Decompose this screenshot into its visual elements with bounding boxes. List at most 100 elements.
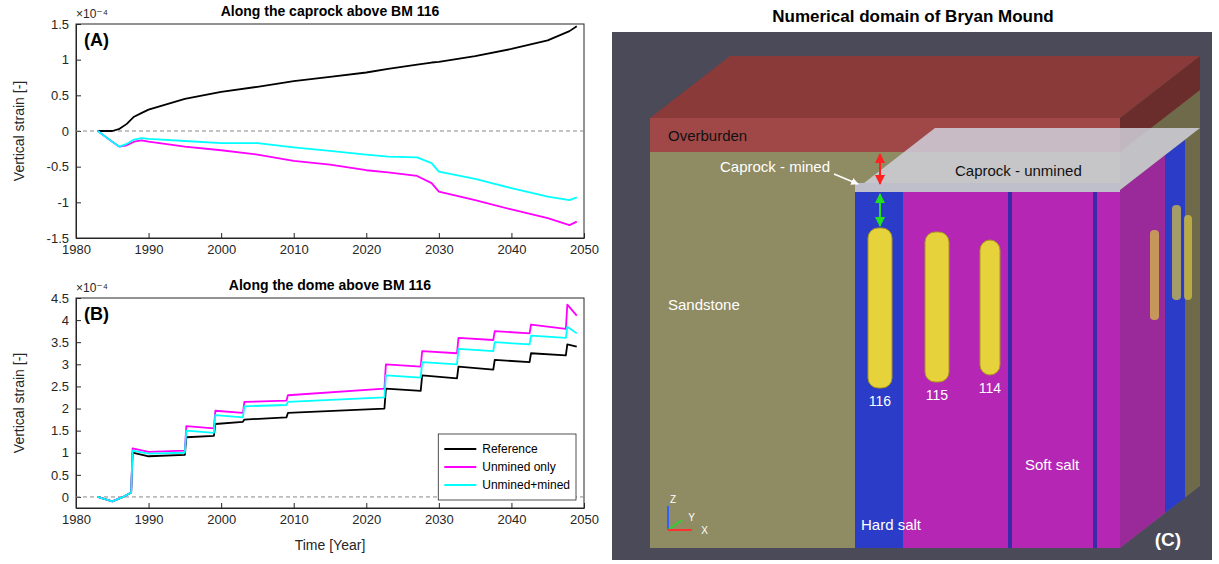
x-tick: 2030 bbox=[425, 233, 454, 257]
y-tick-mark bbox=[76, 298, 81, 299]
y-tick-label: 1.5 bbox=[51, 17, 69, 32]
x-tick: 2030 bbox=[425, 503, 454, 527]
hard-salt-side bbox=[1165, 140, 1185, 513]
cavern-label: 116 bbox=[869, 393, 892, 409]
y-tick: 1 bbox=[62, 52, 81, 67]
thickness-arrow bbox=[879, 154, 881, 184]
y-tick: 3.5 bbox=[51, 335, 81, 350]
y-axis-title: Vertical strain [-] bbox=[11, 353, 27, 453]
x-tick-label: 2010 bbox=[280, 512, 309, 527]
x-tick: 2010 bbox=[280, 503, 309, 527]
far-cavern bbox=[1184, 215, 1192, 300]
region-label: Caprock - unmined bbox=[955, 162, 1082, 179]
x-tick: 2050 bbox=[570, 503, 599, 527]
diagram-title: Numerical domain of Bryan Mound bbox=[772, 7, 1053, 26]
y-tick-label: 1 bbox=[62, 445, 69, 460]
plot-frame bbox=[76, 298, 584, 508]
legend-box bbox=[438, 434, 576, 500]
hard-salt bbox=[855, 190, 903, 548]
x-tick-mark bbox=[294, 503, 295, 508]
y-tick: -0.5 bbox=[47, 159, 81, 174]
x-tick-mark bbox=[584, 503, 585, 508]
figure: 1980 1990 2000 2010 2020 2030 2040 2050 -1.5 -1 -0… bbox=[0, 0, 1219, 564]
x-tick-label: 1980 bbox=[62, 512, 91, 527]
y-tick-label: 2 bbox=[62, 401, 69, 416]
y-tick: -1 bbox=[57, 195, 81, 210]
background bbox=[612, 32, 1212, 560]
x-tick-label: 1990 bbox=[135, 512, 164, 527]
x-tick-label: 2050 bbox=[570, 242, 599, 257]
far-cavern bbox=[1172, 205, 1181, 300]
y-tick-label: -1.5 bbox=[47, 231, 69, 246]
label-arrow bbox=[834, 174, 858, 184]
y-tick: 0.5 bbox=[51, 468, 81, 483]
legend-swatch bbox=[444, 466, 476, 468]
x-tick-mark bbox=[511, 233, 512, 238]
triad-axis bbox=[668, 529, 692, 531]
x-tick-mark bbox=[584, 233, 585, 238]
y-tick-mark bbox=[76, 24, 81, 25]
x-tick-label: 2030 bbox=[425, 242, 454, 257]
x-tick-mark bbox=[149, 233, 150, 238]
x-tick: 2000 bbox=[207, 233, 236, 257]
y-tick: 2 bbox=[62, 401, 81, 416]
y-tick: 0.5 bbox=[51, 88, 81, 103]
x-tick-mark bbox=[366, 503, 367, 508]
y-tick-mark bbox=[76, 453, 81, 454]
domain-diagram: Numerical domain of Bryan Mound116115114… bbox=[612, 7, 1212, 560]
series-line bbox=[98, 344, 577, 501]
caprock-front bbox=[855, 183, 1120, 192]
region-label: Overburden bbox=[668, 127, 747, 144]
y-tick-mark bbox=[76, 320, 81, 321]
x-tick: 1990 bbox=[135, 503, 164, 527]
y-tick: 3 bbox=[62, 357, 81, 372]
panel-label: (C) bbox=[1155, 529, 1181, 550]
plot-frame bbox=[76, 24, 584, 238]
x-tick-label: 2020 bbox=[352, 242, 381, 257]
caprock-top bbox=[855, 128, 1200, 190]
y-tick-label: 1 bbox=[62, 52, 69, 67]
y-tick-mark bbox=[76, 202, 81, 203]
legend-label: Unmined only bbox=[482, 460, 555, 474]
x-tick-mark bbox=[221, 233, 222, 238]
y-axis: -1.5 -1 -0.5 0 0.5 1 1.5 bbox=[47, 17, 81, 246]
chart-title: Along the caprock above BM 116 bbox=[221, 3, 440, 19]
y-axis-title: Vertical strain [-] bbox=[11, 81, 27, 181]
cavern bbox=[980, 240, 1000, 375]
y-tick-mark bbox=[76, 342, 81, 343]
y-tick-label: 2.5 bbox=[51, 379, 69, 394]
series-line bbox=[98, 131, 577, 225]
x-tick: 1990 bbox=[135, 233, 164, 257]
region-label: Hard salt bbox=[861, 516, 922, 533]
y-tick: 4 bbox=[62, 313, 81, 328]
triad-label: X bbox=[701, 525, 708, 536]
y-tick-label: 0 bbox=[62, 124, 69, 139]
x-tick-label: 2040 bbox=[497, 242, 526, 257]
y-tick-mark bbox=[76, 409, 81, 410]
soft-salt-side bbox=[1120, 155, 1165, 548]
y-tick-mark bbox=[76, 475, 81, 476]
x-tick-mark bbox=[221, 503, 222, 508]
y-tick: 1.5 bbox=[51, 423, 81, 438]
x-tick-label: 2030 bbox=[425, 512, 454, 527]
x-tick-label: 2000 bbox=[207, 242, 236, 257]
y-tick-label: -0.5 bbox=[47, 159, 69, 174]
y-multiplier: ×10⁻⁴ bbox=[76, 281, 108, 295]
legend-swatch bbox=[444, 484, 476, 486]
x-tick: 2040 bbox=[497, 503, 526, 527]
plot-area bbox=[76, 26, 584, 225]
y-tick-mark bbox=[76, 95, 81, 96]
y-tick-label: 4.5 bbox=[51, 291, 69, 306]
x-axis-line bbox=[77, 508, 585, 509]
triad-label: Y bbox=[688, 512, 695, 523]
y-axis: 00.511.522.533.544.5 bbox=[51, 291, 81, 509]
series-line bbox=[98, 305, 577, 502]
x-tick-mark bbox=[366, 233, 367, 238]
region-label: Caprock - mined bbox=[720, 158, 830, 175]
plot-area bbox=[76, 305, 584, 502]
x-axis: 19801990200020102020203020402050 bbox=[62, 233, 599, 257]
x-tick-label: 2020 bbox=[352, 512, 381, 527]
y-tick-label: 3.5 bbox=[51, 335, 69, 350]
y-tick-mark bbox=[76, 60, 81, 61]
x-axis-line bbox=[77, 238, 585, 239]
